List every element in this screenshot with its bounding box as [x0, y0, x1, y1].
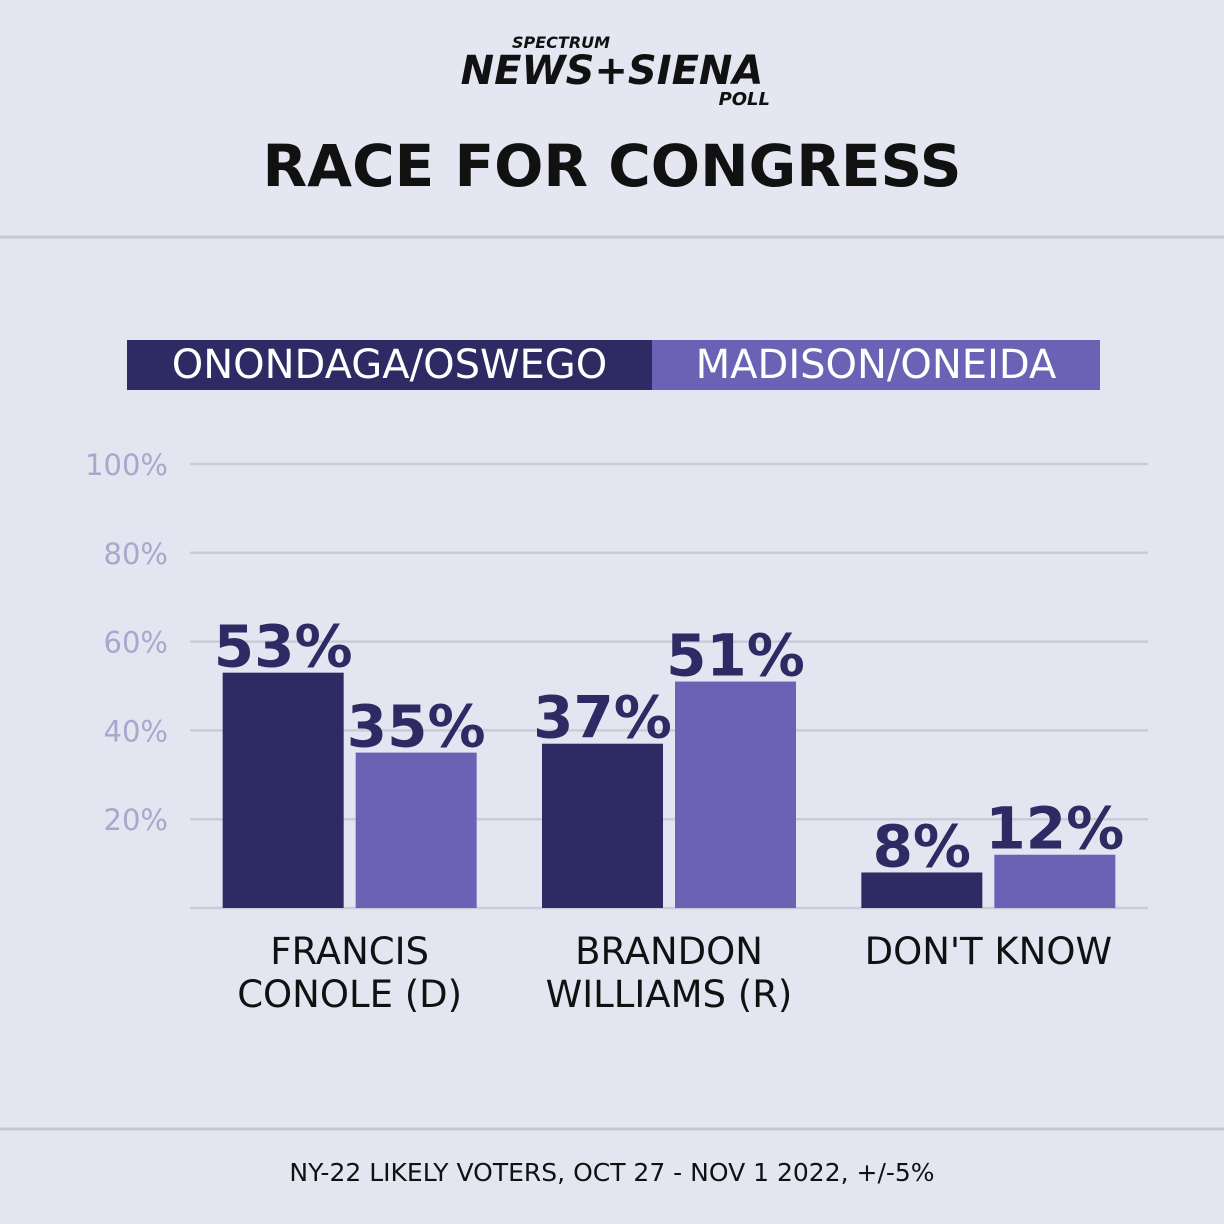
- legend-label: MADISON/ONEIDA: [696, 342, 1057, 388]
- legend-swatch: [652, 340, 1100, 390]
- header-bg: [0, 0, 1224, 236]
- legend-label: ONONDAGA/OSWEGO: [172, 342, 608, 388]
- bar: [861, 872, 983, 908]
- y-tick-label: 100%: [85, 448, 168, 482]
- y-tick-label: 60%: [104, 626, 168, 660]
- value-label: 51%: [666, 622, 805, 690]
- value-label: 53%: [214, 613, 353, 681]
- x-tick-label: BRANDON WILLIAMS (R): [545, 930, 793, 1016]
- legend-swatch: [127, 340, 652, 390]
- logo-bottom: POLL: [719, 89, 770, 110]
- bar: [355, 752, 477, 908]
- logo-main: NEWS+SIENA: [461, 48, 764, 94]
- y-tick-label: 40%: [104, 714, 168, 748]
- bar: [675, 681, 796, 908]
- value-label: 12%: [985, 795, 1124, 863]
- logo-top: SPECTRUM: [512, 33, 610, 52]
- footnote: NY-22 LIKELY VOTERS, OCT 27 - NOV 1 2022…: [289, 1158, 934, 1187]
- bar: [222, 672, 344, 908]
- chart-title: RACE FOR CONGRESS: [263, 132, 962, 200]
- bar: [994, 854, 1116, 908]
- value-label: 35%: [347, 693, 486, 761]
- x-tick-label: FRANCIS CONOLE (D): [237, 930, 463, 1016]
- x-tick-label: DON'T KNOW: [864, 930, 1113, 973]
- y-tick-label: 80%: [104, 537, 168, 571]
- value-label: 8%: [873, 812, 971, 880]
- bar: [542, 743, 663, 908]
- y-tick-label: 20%: [104, 803, 168, 837]
- value-label: 37%: [533, 684, 672, 752]
